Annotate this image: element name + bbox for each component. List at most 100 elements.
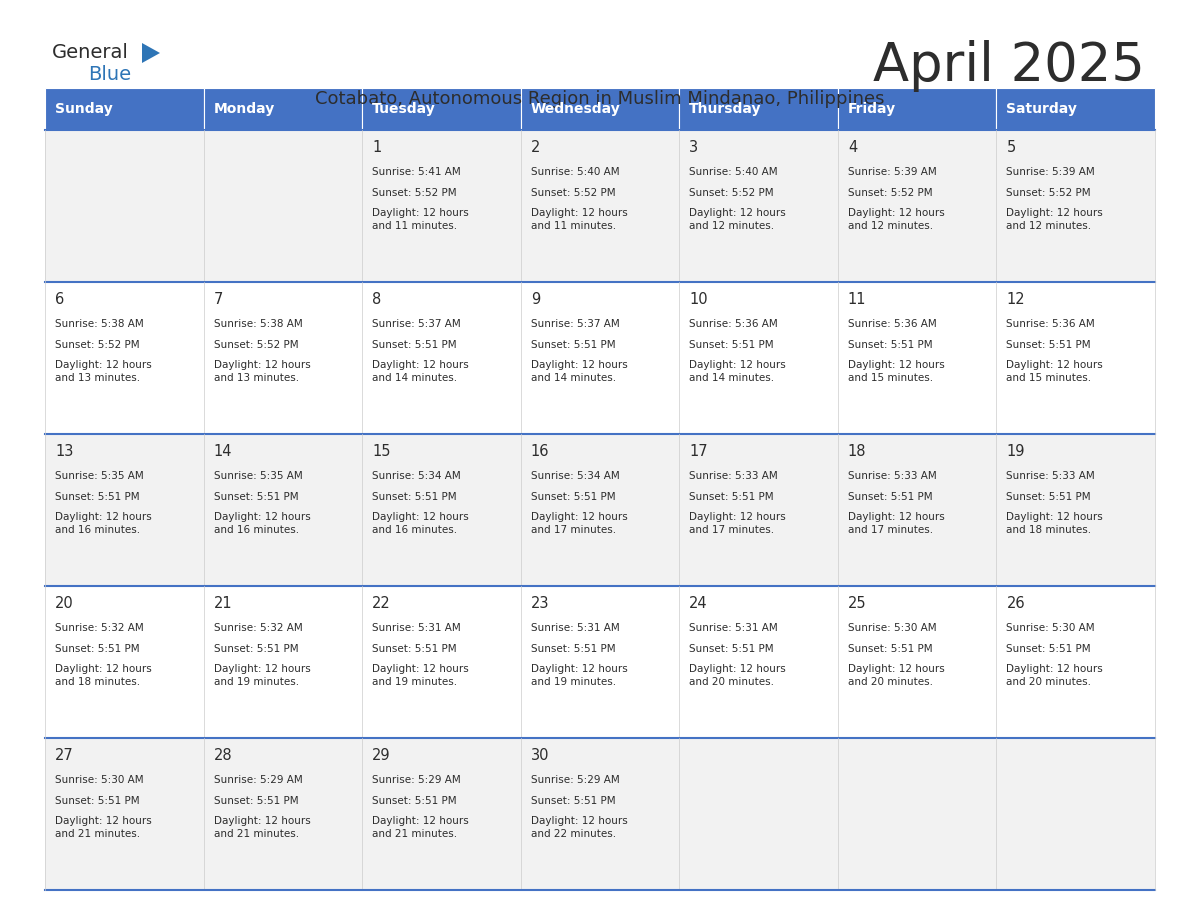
- Text: Daylight: 12 hours
and 19 minutes.: Daylight: 12 hours and 19 minutes.: [531, 664, 627, 687]
- Text: 17: 17: [689, 444, 708, 459]
- Text: 27: 27: [55, 748, 74, 763]
- Text: Daylight: 12 hours
and 15 minutes.: Daylight: 12 hours and 15 minutes.: [1006, 360, 1104, 383]
- Text: Sunrise: 5:31 AM: Sunrise: 5:31 AM: [689, 623, 778, 633]
- Text: Sunset: 5:51 PM: Sunset: 5:51 PM: [372, 644, 456, 654]
- Text: 18: 18: [848, 444, 866, 459]
- Bar: [45, 282, 1155, 434]
- Text: Daylight: 12 hours
and 19 minutes.: Daylight: 12 hours and 19 minutes.: [372, 664, 469, 687]
- Text: Daylight: 12 hours
and 21 minutes.: Daylight: 12 hours and 21 minutes.: [214, 816, 310, 839]
- Text: Sunset: 5:51 PM: Sunset: 5:51 PM: [214, 796, 298, 806]
- Text: Sunset: 5:51 PM: Sunset: 5:51 PM: [531, 796, 615, 806]
- Text: Sunrise: 5:33 AM: Sunrise: 5:33 AM: [848, 471, 936, 481]
- Text: Sunrise: 5:34 AM: Sunrise: 5:34 AM: [531, 471, 619, 481]
- Text: Sunrise: 5:36 AM: Sunrise: 5:36 AM: [848, 319, 936, 329]
- Text: 24: 24: [689, 596, 708, 611]
- Text: 10: 10: [689, 292, 708, 307]
- Text: Monday: Monday: [214, 102, 274, 116]
- Text: Sunset: 5:51 PM: Sunset: 5:51 PM: [1006, 492, 1091, 502]
- Text: Sunrise: 5:29 AM: Sunrise: 5:29 AM: [531, 775, 619, 785]
- Text: Sunday: Sunday: [55, 102, 113, 116]
- Text: Sunset: 5:51 PM: Sunset: 5:51 PM: [848, 492, 933, 502]
- Text: 12: 12: [1006, 292, 1025, 307]
- Text: Daylight: 12 hours
and 12 minutes.: Daylight: 12 hours and 12 minutes.: [1006, 208, 1104, 230]
- Text: Daylight: 12 hours
and 15 minutes.: Daylight: 12 hours and 15 minutes.: [848, 360, 944, 383]
- Text: Daylight: 12 hours
and 16 minutes.: Daylight: 12 hours and 16 minutes.: [55, 512, 152, 535]
- Text: Sunrise: 5:33 AM: Sunrise: 5:33 AM: [689, 471, 778, 481]
- Text: Daylight: 12 hours
and 12 minutes.: Daylight: 12 hours and 12 minutes.: [848, 208, 944, 230]
- Text: Cotabato, Autonomous Region in Muslim Mindanao, Philippines: Cotabato, Autonomous Region in Muslim Mi…: [315, 90, 885, 108]
- Text: Daylight: 12 hours
and 20 minutes.: Daylight: 12 hours and 20 minutes.: [1006, 664, 1104, 687]
- Text: Daylight: 12 hours
and 12 minutes.: Daylight: 12 hours and 12 minutes.: [689, 208, 786, 230]
- Text: Sunset: 5:51 PM: Sunset: 5:51 PM: [214, 492, 298, 502]
- Text: Sunset: 5:51 PM: Sunset: 5:51 PM: [372, 340, 456, 350]
- Text: Sunset: 5:51 PM: Sunset: 5:51 PM: [55, 644, 140, 654]
- Text: Sunrise: 5:34 AM: Sunrise: 5:34 AM: [372, 471, 461, 481]
- Text: Sunrise: 5:32 AM: Sunrise: 5:32 AM: [214, 623, 302, 633]
- Text: Sunset: 5:51 PM: Sunset: 5:51 PM: [531, 340, 615, 350]
- Bar: [45, 130, 1155, 282]
- Polygon shape: [143, 43, 160, 63]
- Text: Sunrise: 5:29 AM: Sunrise: 5:29 AM: [372, 775, 461, 785]
- Text: Sunset: 5:52 PM: Sunset: 5:52 PM: [848, 188, 933, 198]
- Bar: [362, 88, 520, 130]
- Text: Sunrise: 5:41 AM: Sunrise: 5:41 AM: [372, 167, 461, 177]
- Text: Sunset: 5:52 PM: Sunset: 5:52 PM: [372, 188, 456, 198]
- Text: Sunset: 5:51 PM: Sunset: 5:51 PM: [55, 796, 140, 806]
- Text: Daylight: 12 hours
and 16 minutes.: Daylight: 12 hours and 16 minutes.: [214, 512, 310, 535]
- Text: 9: 9: [531, 292, 541, 307]
- Text: Friday: Friday: [848, 102, 896, 116]
- Text: Sunset: 5:52 PM: Sunset: 5:52 PM: [55, 340, 140, 350]
- Text: Sunset: 5:51 PM: Sunset: 5:51 PM: [1006, 644, 1091, 654]
- Text: Daylight: 12 hours
and 11 minutes.: Daylight: 12 hours and 11 minutes.: [372, 208, 469, 230]
- Text: General: General: [52, 43, 128, 62]
- Text: 26: 26: [1006, 596, 1025, 611]
- Text: Wednesday: Wednesday: [531, 102, 620, 116]
- Text: Thursday: Thursday: [689, 102, 762, 116]
- Text: 11: 11: [848, 292, 866, 307]
- Text: 6: 6: [55, 292, 64, 307]
- Text: Sunrise: 5:31 AM: Sunrise: 5:31 AM: [531, 623, 619, 633]
- Text: Sunset: 5:51 PM: Sunset: 5:51 PM: [848, 644, 933, 654]
- Text: Sunrise: 5:30 AM: Sunrise: 5:30 AM: [1006, 623, 1095, 633]
- Text: 4: 4: [848, 140, 857, 155]
- Text: Sunset: 5:51 PM: Sunset: 5:51 PM: [1006, 340, 1091, 350]
- Text: 28: 28: [214, 748, 232, 763]
- Text: 29: 29: [372, 748, 391, 763]
- Text: Sunset: 5:51 PM: Sunset: 5:51 PM: [689, 644, 773, 654]
- Text: Sunrise: 5:40 AM: Sunrise: 5:40 AM: [689, 167, 778, 177]
- Text: Daylight: 12 hours
and 11 minutes.: Daylight: 12 hours and 11 minutes.: [531, 208, 627, 230]
- Bar: [997, 88, 1155, 130]
- Text: Sunset: 5:51 PM: Sunset: 5:51 PM: [689, 340, 773, 350]
- Text: Sunset: 5:51 PM: Sunset: 5:51 PM: [372, 492, 456, 502]
- Text: Daylight: 12 hours
and 18 minutes.: Daylight: 12 hours and 18 minutes.: [1006, 512, 1104, 535]
- Text: Sunset: 5:51 PM: Sunset: 5:51 PM: [531, 492, 615, 502]
- Text: Sunset: 5:51 PM: Sunset: 5:51 PM: [214, 644, 298, 654]
- Text: Sunrise: 5:39 AM: Sunrise: 5:39 AM: [848, 167, 936, 177]
- Text: Sunrise: 5:36 AM: Sunrise: 5:36 AM: [689, 319, 778, 329]
- Text: 14: 14: [214, 444, 232, 459]
- Text: Sunrise: 5:36 AM: Sunrise: 5:36 AM: [1006, 319, 1095, 329]
- Text: Sunset: 5:52 PM: Sunset: 5:52 PM: [1006, 188, 1091, 198]
- Text: Sunrise: 5:39 AM: Sunrise: 5:39 AM: [1006, 167, 1095, 177]
- Text: Sunrise: 5:29 AM: Sunrise: 5:29 AM: [214, 775, 302, 785]
- Bar: [45, 88, 203, 130]
- Text: Sunrise: 5:30 AM: Sunrise: 5:30 AM: [55, 775, 144, 785]
- Text: Sunrise: 5:37 AM: Sunrise: 5:37 AM: [372, 319, 461, 329]
- Text: 1: 1: [372, 140, 381, 155]
- Text: Sunrise: 5:35 AM: Sunrise: 5:35 AM: [55, 471, 144, 481]
- Text: Sunrise: 5:35 AM: Sunrise: 5:35 AM: [214, 471, 302, 481]
- Text: 15: 15: [372, 444, 391, 459]
- Bar: [203, 88, 362, 130]
- Text: 30: 30: [531, 748, 549, 763]
- Text: Daylight: 12 hours
and 18 minutes.: Daylight: 12 hours and 18 minutes.: [55, 664, 152, 687]
- Text: 3: 3: [689, 140, 699, 155]
- Text: Sunrise: 5:32 AM: Sunrise: 5:32 AM: [55, 623, 144, 633]
- Text: 25: 25: [848, 596, 866, 611]
- Text: Daylight: 12 hours
and 14 minutes.: Daylight: 12 hours and 14 minutes.: [531, 360, 627, 383]
- Text: Daylight: 12 hours
and 17 minutes.: Daylight: 12 hours and 17 minutes.: [848, 512, 944, 535]
- Text: Daylight: 12 hours
and 14 minutes.: Daylight: 12 hours and 14 minutes.: [689, 360, 786, 383]
- Text: 21: 21: [214, 596, 232, 611]
- Text: Daylight: 12 hours
and 21 minutes.: Daylight: 12 hours and 21 minutes.: [55, 816, 152, 839]
- Text: Sunrise: 5:38 AM: Sunrise: 5:38 AM: [55, 319, 144, 329]
- Text: Sunrise: 5:33 AM: Sunrise: 5:33 AM: [1006, 471, 1095, 481]
